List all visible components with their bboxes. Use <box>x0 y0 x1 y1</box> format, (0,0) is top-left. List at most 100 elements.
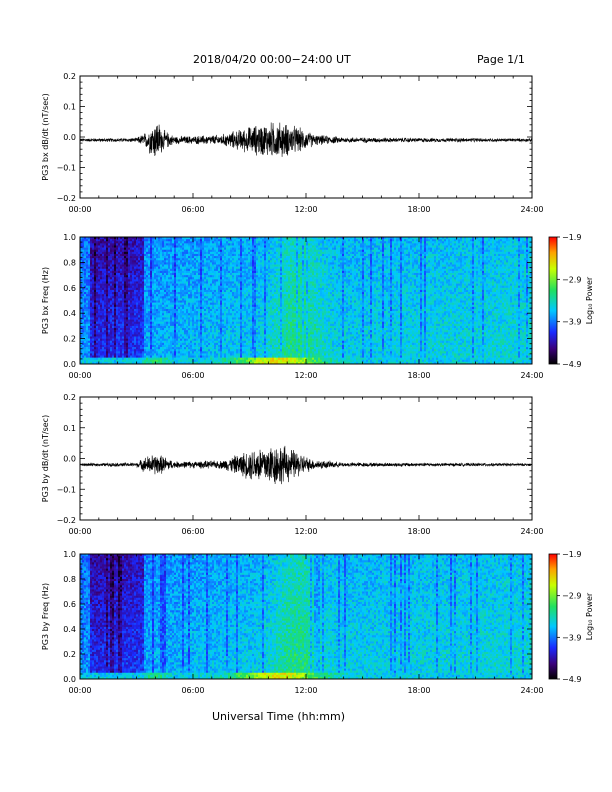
spectrogram-cell <box>90 305 92 307</box>
spectrogram-cell <box>104 351 106 353</box>
spectrogram-cell <box>94 298 96 300</box>
spectrogram-cell <box>120 301 122 303</box>
spectrogram-cell <box>126 303 128 305</box>
spectrogram-cell <box>112 239 114 241</box>
spectrogram-cell <box>86 353 88 355</box>
spectrogram-cell <box>106 339 108 341</box>
spectrogram-cell <box>100 281 102 283</box>
spectrogram-cell <box>118 250 120 252</box>
spectrogram-cell <box>122 245 124 247</box>
spectrogram-cell <box>112 262 114 264</box>
spectrogram-cell <box>122 358 124 360</box>
spectrogram-cell <box>96 324 98 326</box>
spectrogram-cell <box>106 245 108 247</box>
spectrogram-cell <box>128 309 130 311</box>
spectrogram-cell <box>96 288 98 290</box>
spectrogram-cell <box>126 256 128 258</box>
spectrogram-cell <box>88 281 90 283</box>
spectrogram-cell <box>118 281 120 283</box>
spectrogram-cell <box>86 281 88 283</box>
spectrogram-cell <box>110 349 112 351</box>
spectrogram-cell <box>96 315 98 317</box>
spectrogram-cell <box>120 252 122 254</box>
spectrogram-cell <box>96 292 98 294</box>
spectrogram-cell <box>102 294 104 296</box>
spectrogram-cell <box>94 250 96 252</box>
spectrogram-cell <box>118 267 120 269</box>
spectrogram-cell <box>106 347 108 349</box>
spectrogram-cell <box>82 284 84 286</box>
spectrogram-cell <box>116 351 118 353</box>
spectrogram-cell <box>128 273 130 275</box>
spectrogram-cell <box>126 252 128 254</box>
spectrogram-cell <box>114 351 116 353</box>
spectrogram-cell <box>112 279 114 281</box>
spectrogram-cell <box>118 341 120 343</box>
spectrogram-cell <box>86 339 88 341</box>
spectrogram-cell <box>124 296 126 298</box>
spectrogram-cell <box>122 298 124 300</box>
spectrogram-cell <box>100 315 102 317</box>
spectrogram-cell <box>118 294 120 296</box>
spectrogram-cell <box>110 298 112 300</box>
spectrogram-cell <box>128 294 130 296</box>
spectrogram-cell <box>114 275 116 277</box>
spectrogram-cell <box>122 332 124 334</box>
spectrogram-cell <box>88 271 90 273</box>
spectrogram-cell <box>98 269 100 271</box>
spectrogram-cell <box>90 243 92 245</box>
spectrogram-cell <box>122 239 124 241</box>
x-tick-label: 06:00 <box>181 205 204 214</box>
spectrogram-cell <box>92 292 94 294</box>
spectrogram-cell <box>120 292 122 294</box>
spectrogram-cell <box>118 353 120 355</box>
spectrogram-cell <box>112 267 114 269</box>
spectrogram-cell <box>120 326 122 328</box>
spectrogram-cell <box>108 313 110 315</box>
spectrogram-cell <box>122 248 124 250</box>
spectrogram-cell <box>106 296 108 298</box>
spectrogram-cell <box>106 334 108 336</box>
spectrogram-cell <box>124 356 126 358</box>
spectrogram-cell <box>92 273 94 275</box>
spectrogram-cell <box>88 260 90 262</box>
spectrogram-cell <box>94 301 96 303</box>
spectrogram-cell <box>102 320 104 322</box>
spectrogram-cell <box>98 309 100 311</box>
spectrogram-cell <box>92 334 94 336</box>
spectrogram-cell <box>110 265 112 267</box>
spectrogram-cell <box>112 334 114 336</box>
spectrogram-cell <box>92 260 94 262</box>
spectrogram-cell <box>104 260 106 262</box>
spectrogram-cell <box>120 239 122 241</box>
spectrogram-cell <box>110 262 112 264</box>
spectrogram-cell <box>114 286 116 288</box>
x-tick-label: 00:00 <box>68 205 91 214</box>
spectrogram-cell <box>122 345 124 347</box>
spectrogram-cell <box>92 256 94 258</box>
spectrogram-cell <box>106 275 108 277</box>
spectrogram-cell <box>106 322 108 324</box>
spectrogram-cell <box>118 336 120 338</box>
spectrogram-cell <box>98 311 100 313</box>
spectrogram-cell <box>120 313 122 315</box>
spectrogram-cell <box>100 349 102 351</box>
spectrogram-cell <box>84 343 86 345</box>
spectrogram-cell <box>120 343 122 345</box>
spectrogram-cell <box>122 353 124 355</box>
spectrogram-cell <box>92 265 94 267</box>
spectrogram-cell <box>98 315 100 317</box>
spectrogram-cell <box>112 241 114 243</box>
spectrogram-cell <box>104 322 106 324</box>
spectrogram-cell <box>108 258 110 260</box>
spectrogram-cell <box>98 358 100 360</box>
spectrogram-cell <box>96 341 98 343</box>
spectrogram-cell <box>110 328 112 330</box>
spectrogram-cell <box>110 279 112 281</box>
spectrogram-cell <box>108 296 110 298</box>
spectrogram-cell <box>122 243 124 245</box>
spectrogram-cell <box>96 239 98 241</box>
spectrogram-cell <box>82 273 84 275</box>
spectrogram-cell <box>84 245 86 247</box>
spectrogram-cell <box>110 345 112 347</box>
